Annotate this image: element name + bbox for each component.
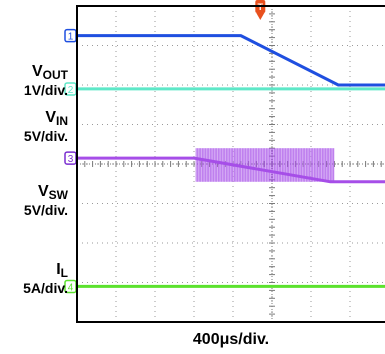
- vsw-label: VSW 5V/div.: [23, 183, 68, 218]
- ch1-marker-label: 1: [68, 32, 74, 43]
- ch1-trace: [77, 34, 385, 87]
- ch2-marker-label: 2: [68, 85, 74, 96]
- plot-frame: [76, 5, 385, 323]
- vin-label-main: V: [45, 109, 56, 126]
- vin-scale: 5V/div.: [23, 128, 68, 144]
- trigger-marker: T: [255, 0, 266, 20]
- vin-label: VIN 5V/div.: [23, 109, 68, 144]
- il-label-sub: L: [60, 266, 68, 280]
- x-axis-scale: 400μs/div.: [192, 331, 270, 348]
- ch3-marker-label: 3: [68, 154, 74, 165]
- trigger-marker-pointer: [256, 13, 265, 20]
- ch3-trace: [77, 156, 385, 184]
- vsw-label-main: V: [37, 183, 49, 200]
- traces: [77, 34, 385, 288]
- ch4-marker-label: 4: [68, 282, 74, 293]
- vout-scale: 1V/div.: [23, 82, 68, 98]
- ch3-switching-burst: [195, 148, 335, 182]
- il-scale: 5A/div.: [23, 280, 68, 296]
- ch3-marker: 3: [64, 151, 77, 165]
- il-label-main: I: [56, 261, 61, 278]
- il-label: IL 5A/div.: [23, 261, 68, 296]
- ch1-marker: 1: [64, 28, 77, 43]
- channel-markers: 1 2 3 4 T: [64, 0, 266, 293]
- vout-label-main: V: [31, 63, 43, 80]
- vsw-scale: 5V/div.: [23, 202, 68, 218]
- vout-label-sub: OUT: [42, 68, 68, 82]
- vsw-label-sub: SW: [48, 188, 68, 202]
- vin-label-sub: IN: [56, 114, 68, 128]
- vout-label: VOUT 1V/div.: [23, 63, 68, 98]
